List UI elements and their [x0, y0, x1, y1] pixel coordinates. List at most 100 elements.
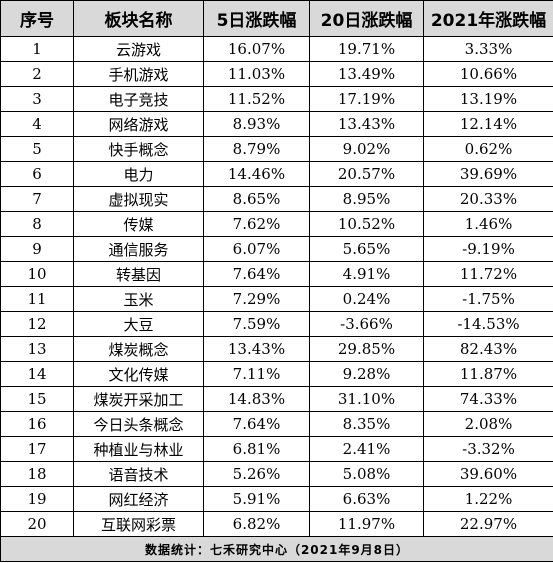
header-row: 序号 板块名称 5日涨跌幅 20日涨跌幅 2021年涨跌幅: [0, 0, 553, 37]
table-row: 1 云游戏 16.07% 19.71% 3.33%: [0, 36, 553, 62]
table-row: 3 电子竞技 11.52% 17.19% 13.19%: [0, 86, 553, 112]
header-index: 序号: [0, 0, 74, 37]
cell-2021-change: 13.19%: [423, 86, 553, 112]
cell-sector-name: 网红经济: [73, 486, 204, 512]
table-row: 17 种植业与林业 6.81% 2.41% -3.32%: [0, 436, 553, 462]
cell-20day-change: 19.71%: [309, 36, 424, 62]
cell-2021-change: 11.72%: [423, 261, 553, 287]
table-row: 14 文化传媒 7.11% 9.28% 11.87%: [0, 361, 553, 387]
cell-5day-change: 8.79%: [203, 136, 310, 162]
cell-2021-change: 39.60%: [423, 461, 553, 487]
cell-index: 18: [0, 461, 74, 487]
cell-sector-name: 电力: [73, 161, 204, 187]
cell-20day-change: 5.65%: [309, 236, 424, 262]
cell-2021-change: 3.33%: [423, 36, 553, 62]
cell-index: 17: [0, 436, 74, 462]
cell-index: 8: [0, 211, 74, 237]
cell-sector-name: 传媒: [73, 211, 204, 237]
cell-2021-change: 39.69%: [423, 161, 553, 187]
cell-20day-change: 29.85%: [309, 336, 424, 362]
cell-5day-change: 11.03%: [203, 61, 310, 87]
cell-index: 12: [0, 311, 74, 337]
header-20day-change: 20日涨跌幅: [309, 0, 424, 37]
cell-2021-change: -3.32%: [423, 436, 553, 462]
source-note: 数据统计：七禾研究中心（2021年9月8日）: [0, 536, 553, 562]
cell-index: 5: [0, 136, 74, 162]
table-row: 13 煤炭概念 13.43% 29.85% 82.43%: [0, 336, 553, 362]
cell-20day-change: 11.97%: [309, 511, 424, 537]
cell-5day-change: 5.26%: [203, 461, 310, 487]
cell-sector-name: 互联网彩票: [73, 511, 204, 537]
cell-sector-name: 云游戏: [73, 36, 204, 62]
cell-20day-change: 2.41%: [309, 436, 424, 462]
cell-20day-change: 6.63%: [309, 486, 424, 512]
cell-2021-change: 1.46%: [423, 211, 553, 237]
cell-5day-change: 7.59%: [203, 311, 310, 337]
cell-sector-name: 手机游戏: [73, 61, 204, 87]
cell-2021-change: -9.19%: [423, 236, 553, 262]
cell-5day-change: 14.83%: [203, 386, 310, 412]
table-row: 12 大豆 7.59% -3.66% -14.53%: [0, 311, 553, 337]
cell-sector-name: 语音技术: [73, 461, 204, 487]
table-row: 2 手机游戏 11.03% 13.49% 10.66%: [0, 61, 553, 87]
cell-index: 7: [0, 186, 74, 212]
table-row: 19 网红经济 5.91% 6.63% 1.22%: [0, 486, 553, 512]
cell-index: 14: [0, 361, 74, 387]
cell-2021-change: 22.97%: [423, 511, 553, 537]
cell-index: 11: [0, 286, 74, 312]
cell-5day-change: 6.07%: [203, 236, 310, 262]
cell-20day-change: 20.57%: [309, 161, 424, 187]
cell-5day-change: 7.64%: [203, 411, 310, 437]
cell-2021-change: 74.33%: [423, 386, 553, 412]
table-row: 5 快手概念 8.79% 9.02% 0.62%: [0, 136, 553, 162]
cell-2021-change: 82.43%: [423, 336, 553, 362]
cell-5day-change: 7.62%: [203, 211, 310, 237]
header-2021-change: 2021年涨跌幅: [423, 0, 553, 37]
table-row: 20 互联网彩票 6.82% 11.97% 22.97%: [0, 511, 553, 537]
cell-sector-name: 文化传媒: [73, 361, 204, 387]
cell-sector-name: 快手概念: [73, 136, 204, 162]
table-row: 8 传媒 7.62% 10.52% 1.46%: [0, 211, 553, 237]
header-5day-change: 5日涨跌幅: [203, 0, 310, 37]
cell-5day-change: 5.91%: [203, 486, 310, 512]
cell-20day-change: 8.35%: [309, 411, 424, 437]
cell-5day-change: 6.82%: [203, 511, 310, 537]
table-row: 16 今日头条概念 7.64% 8.35% 2.08%: [0, 411, 553, 437]
cell-index: 1: [0, 36, 74, 62]
cell-sector-name: 今日头条概念: [73, 411, 204, 437]
cell-5day-change: 6.81%: [203, 436, 310, 462]
cell-5day-change: 14.46%: [203, 161, 310, 187]
cell-2021-change: 2.08%: [423, 411, 553, 437]
cell-sector-name: 大豆: [73, 311, 204, 337]
cell-index: 4: [0, 111, 74, 137]
cell-5day-change: 11.52%: [203, 86, 310, 112]
cell-2021-change: 10.66%: [423, 61, 553, 87]
cell-5day-change: 7.29%: [203, 286, 310, 312]
cell-20day-change: -3.66%: [309, 311, 424, 337]
cell-sector-name: 电子竞技: [73, 86, 204, 112]
cell-index: 6: [0, 161, 74, 187]
cell-index: 19: [0, 486, 74, 512]
cell-sector-name: 通信服务: [73, 236, 204, 262]
cell-5day-change: 7.64%: [203, 261, 310, 287]
cell-20day-change: 10.52%: [309, 211, 424, 237]
cell-index: 9: [0, 236, 74, 262]
cell-5day-change: 7.11%: [203, 361, 310, 387]
cell-index: 2: [0, 61, 74, 87]
cell-20day-change: 9.28%: [309, 361, 424, 387]
cell-20day-change: 13.49%: [309, 61, 424, 87]
cell-2021-change: -14.53%: [423, 311, 553, 337]
table-row: 9 通信服务 6.07% 5.65% -9.19%: [0, 236, 553, 262]
cell-index: 15: [0, 386, 74, 412]
cell-index: 13: [0, 336, 74, 362]
cell-index: 3: [0, 86, 74, 112]
cell-sector-name: 种植业与林业: [73, 436, 204, 462]
table-row: 6 电力 14.46% 20.57% 39.69%: [0, 161, 553, 187]
table-row: 4 网络游戏 8.93% 13.43% 12.14%: [0, 111, 553, 137]
cell-sector-name: 转基因: [73, 261, 204, 287]
table-row: 7 虚拟现实 8.65% 8.95% 20.33%: [0, 186, 553, 212]
header-sector-name: 板块名称: [73, 0, 204, 37]
footer-row: 数据统计：七禾研究中心（2021年9月8日）: [0, 536, 553, 562]
cell-sector-name: 网络游戏: [73, 111, 204, 137]
